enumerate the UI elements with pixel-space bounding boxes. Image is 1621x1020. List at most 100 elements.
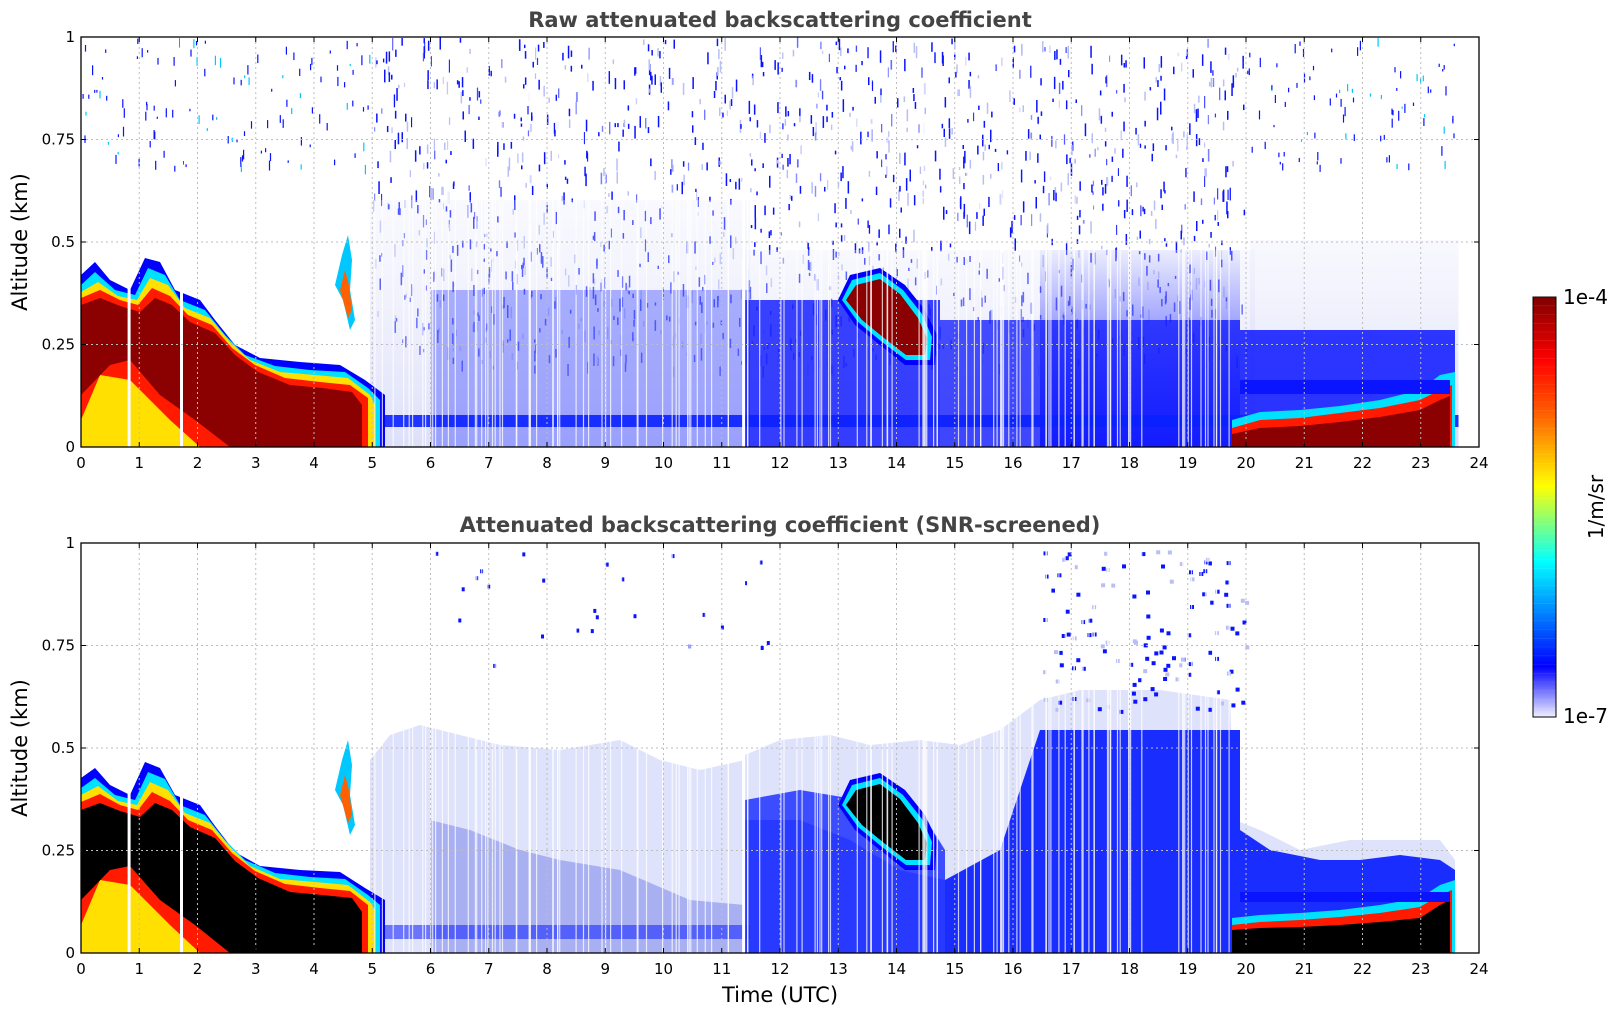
gap-stripe — [1110, 37, 1112, 447]
noise-speck — [776, 159, 779, 164]
noise-speck — [1042, 185, 1045, 194]
noise-speck — [1039, 134, 1041, 140]
noise-speck — [839, 77, 841, 81]
noise-speck — [1236, 67, 1239, 72]
screened-speck — [1159, 650, 1164, 655]
gap-stripe — [704, 543, 706, 953]
x-tick-label: 1 — [134, 454, 144, 472]
noise-speck — [240, 79, 242, 86]
gap-stripe — [610, 37, 612, 447]
noise-speck — [550, 150, 552, 161]
noise-speck — [462, 90, 464, 96]
noise-speck — [751, 159, 753, 166]
noise-speck — [241, 155, 244, 162]
noise-speck — [1037, 153, 1039, 163]
noise-speck — [336, 65, 339, 71]
noise-speck — [585, 173, 587, 187]
noise-speck — [1139, 143, 1142, 148]
screened-speck — [1240, 598, 1245, 603]
noise-speck — [647, 44, 650, 52]
noise-speck — [944, 137, 947, 147]
noise-speck — [1111, 156, 1114, 162]
noise-speck — [623, 80, 625, 90]
noise-speck — [524, 51, 527, 59]
noise-speck — [762, 163, 764, 168]
noise-speck — [913, 229, 915, 243]
noise-speck — [840, 223, 843, 228]
screened-speck — [1229, 669, 1234, 674]
screened-speck — [671, 554, 675, 559]
screened-speck — [1059, 663, 1064, 668]
noise-speck — [520, 123, 523, 127]
x-tick-label: 12 — [770, 454, 789, 472]
noise-speck — [1189, 123, 1191, 135]
noise-speck — [387, 66, 390, 75]
noise-speck — [1247, 70, 1249, 75]
noise-speck — [310, 63, 312, 71]
gap-stripe — [1178, 37, 1180, 447]
noise-speck — [1316, 161, 1318, 165]
screened-speck — [1172, 656, 1176, 661]
screened-speck — [1195, 706, 1200, 711]
noise-speck — [1274, 95, 1276, 103]
screened-speck — [1245, 645, 1250, 650]
noise-speck — [346, 40, 348, 50]
noise-speck — [847, 181, 850, 194]
gap-stripe — [425, 37, 427, 447]
noise-speck — [1009, 90, 1011, 102]
noise-speck — [537, 44, 540, 52]
gap-stripe — [923, 543, 925, 953]
noise-speck — [682, 161, 685, 167]
screened-speck — [1146, 590, 1150, 595]
panel-raw-ticks: 0 1 2 3 4 5 6 7 8 9 10 11 12 13 14 15 16 17 18 19 20 21 22 23 24… — [42, 28, 1489, 472]
noise-speck — [163, 150, 165, 158]
noise-speck — [676, 184, 678, 191]
noise-speck — [1216, 210, 1219, 221]
noise-speck — [699, 99, 701, 105]
noise-speck — [976, 212, 978, 219]
screened-speck — [621, 577, 625, 582]
gap-stripe — [454, 543, 456, 953]
noise-speck — [1317, 152, 1319, 161]
noise-speck — [1340, 158, 1342, 164]
noise-speck — [796, 159, 799, 168]
noise-speck — [1160, 75, 1162, 81]
noise-speck — [581, 64, 583, 69]
screened-speck — [1145, 656, 1150, 661]
noise-speck — [285, 46, 287, 55]
noise-speck — [916, 145, 919, 149]
noise-speck — [521, 165, 523, 170]
gap-stripe — [1002, 37, 1005, 447]
screened-speck — [1220, 701, 1224, 706]
noise-speck — [1104, 127, 1107, 132]
noise-speck — [546, 184, 548, 189]
noise-speck — [568, 119, 571, 129]
noise-speck — [94, 89, 96, 93]
screened-speck — [1062, 557, 1067, 562]
noise-speck — [1296, 82, 1298, 88]
gap-stripe — [918, 543, 920, 953]
noise-speck — [701, 164, 703, 170]
noise-speck — [944, 97, 947, 108]
noise-speck — [634, 67, 637, 74]
noise-speck — [462, 111, 464, 120]
noise-speck — [754, 217, 757, 230]
noise-speck — [1185, 56, 1188, 60]
noise-speck — [756, 120, 759, 128]
noise-speck — [354, 153, 356, 158]
noise-speck — [1288, 87, 1290, 93]
noise-speck — [382, 58, 385, 63]
noise-speck — [105, 49, 107, 53]
noise-speck — [1173, 66, 1175, 75]
screened-speck — [1231, 703, 1236, 708]
noise-speck — [986, 102, 989, 114]
noise-speck — [1453, 43, 1455, 47]
noise-speck — [977, 145, 979, 155]
x-tick-label: 4 — [309, 960, 319, 978]
screened-speck — [1134, 640, 1138, 645]
gap-stripe — [588, 543, 590, 953]
gap-stripe — [690, 543, 692, 953]
noise-speck — [279, 115, 281, 123]
gap-stripe — [1064, 37, 1066, 447]
noise-speck — [1185, 167, 1187, 178]
